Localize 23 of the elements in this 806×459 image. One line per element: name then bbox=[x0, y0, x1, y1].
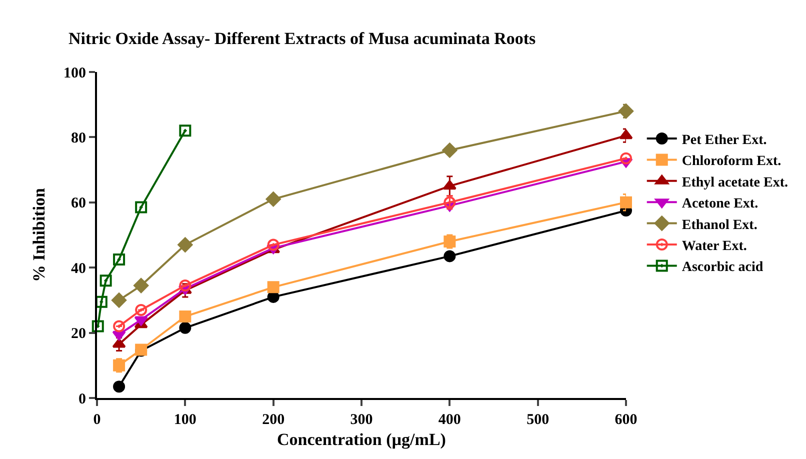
y-tick-label: 0 bbox=[78, 391, 86, 408]
legend-label: Acetone Ext. bbox=[682, 196, 758, 212]
x-tick-label: 200 bbox=[262, 412, 285, 428]
y-axis-title: % Inhibition bbox=[30, 187, 49, 282]
y-tick-label: 40 bbox=[71, 260, 86, 277]
legend-label: Ethyl acetate Ext. bbox=[682, 175, 788, 190]
legend-label: Ascorbic acid bbox=[682, 260, 764, 276]
y-tick-label: 60 bbox=[71, 196, 86, 212]
x-tick-label: 400 bbox=[438, 412, 461, 428]
chart-title: Nitric Oxide Assay- Different Extracts of Musa acuminata Roots bbox=[68, 29, 536, 48]
x-tick-label: 0 bbox=[93, 412, 101, 428]
legend-label: Chloroform Ext. bbox=[682, 154, 782, 170]
x-tick-label: 600 bbox=[614, 412, 638, 428]
y-tick-label: 80 bbox=[71, 130, 86, 146]
y-tick-label: 100 bbox=[64, 65, 86, 82]
x-tick-label: 100 bbox=[174, 412, 196, 428]
legend-label: Ethanol Ext. bbox=[682, 218, 758, 233]
y-tick-label: 20 bbox=[71, 326, 86, 342]
legend-label: Pet Ether Ext. bbox=[682, 132, 767, 148]
x-tick-label: 500 bbox=[526, 412, 550, 428]
x-tick-label: 300 bbox=[350, 412, 373, 428]
legend-label: Water Ext. bbox=[682, 238, 747, 254]
x-axis-title: Concentration (µg/mL) bbox=[277, 430, 446, 449]
